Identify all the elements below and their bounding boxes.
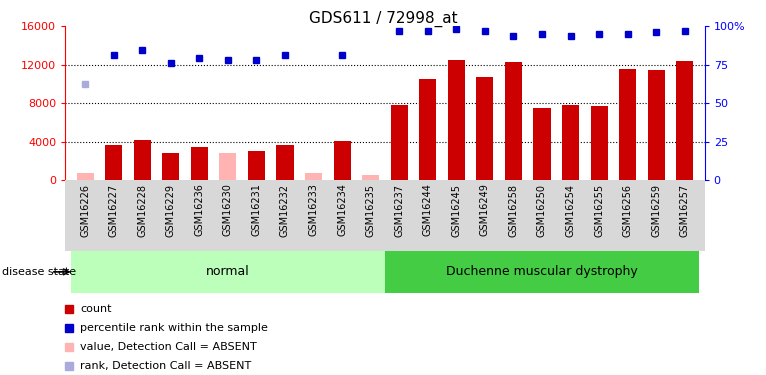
Text: GDS611 / 72998_at: GDS611 / 72998_at [309, 11, 457, 27]
Bar [277, 146, 293, 180]
Text: GSM16236: GSM16236 [195, 184, 205, 237]
Bar [305, 173, 322, 180]
Bar [448, 60, 465, 180]
Bar [591, 106, 607, 180]
Text: GSM16235: GSM16235 [365, 184, 375, 237]
Bar [362, 175, 379, 180]
Text: Duchenne muscular dystrophy: Duchenne muscular dystrophy [446, 266, 638, 278]
Bar [70, 251, 385, 292]
Text: count: count [80, 304, 112, 314]
Text: percentile rank within the sample: percentile rank within the sample [80, 323, 268, 333]
Bar [391, 105, 408, 180]
Text: disease state: disease state [2, 267, 77, 277]
Bar [476, 77, 493, 180]
Bar [333, 141, 351, 180]
Text: GSM16230: GSM16230 [223, 184, 233, 237]
Text: GSM16254: GSM16254 [565, 184, 575, 237]
Text: GSM16245: GSM16245 [451, 184, 461, 237]
Text: GSM16258: GSM16258 [509, 184, 519, 237]
Bar [248, 151, 265, 180]
Bar [133, 140, 151, 180]
Bar [647, 70, 665, 180]
Text: GSM16233: GSM16233 [309, 184, 319, 237]
Text: rank, Detection Call = ABSENT: rank, Detection Call = ABSENT [80, 361, 252, 370]
Bar [77, 173, 93, 180]
Text: GSM16227: GSM16227 [109, 184, 119, 237]
Text: GSM16250: GSM16250 [537, 184, 547, 237]
Text: GSM16259: GSM16259 [651, 184, 661, 237]
Text: GSM16234: GSM16234 [337, 184, 347, 237]
Bar [419, 79, 437, 180]
Bar [562, 105, 579, 180]
Text: GSM16255: GSM16255 [594, 184, 604, 237]
Bar [105, 146, 123, 180]
Bar [191, 147, 208, 180]
Bar [533, 108, 551, 180]
Text: normal: normal [206, 266, 250, 278]
Text: value, Detection Call = ABSENT: value, Detection Call = ABSENT [80, 342, 257, 352]
Bar [385, 251, 699, 292]
Bar [676, 61, 693, 180]
Bar [505, 62, 522, 180]
Text: GSM16226: GSM16226 [80, 184, 90, 237]
Text: GSM16229: GSM16229 [165, 184, 175, 237]
Text: GSM16249: GSM16249 [480, 184, 489, 237]
Text: GSM16231: GSM16231 [251, 184, 261, 237]
Text: GSM16244: GSM16244 [423, 184, 433, 237]
Bar [619, 69, 637, 180]
Text: GSM16228: GSM16228 [137, 184, 147, 237]
Text: GSM16256: GSM16256 [623, 184, 633, 237]
Bar [219, 153, 237, 180]
Text: GSM16257: GSM16257 [679, 184, 689, 237]
Bar [162, 153, 179, 180]
Text: GSM16237: GSM16237 [394, 184, 404, 237]
Text: GSM16232: GSM16232 [280, 184, 290, 237]
